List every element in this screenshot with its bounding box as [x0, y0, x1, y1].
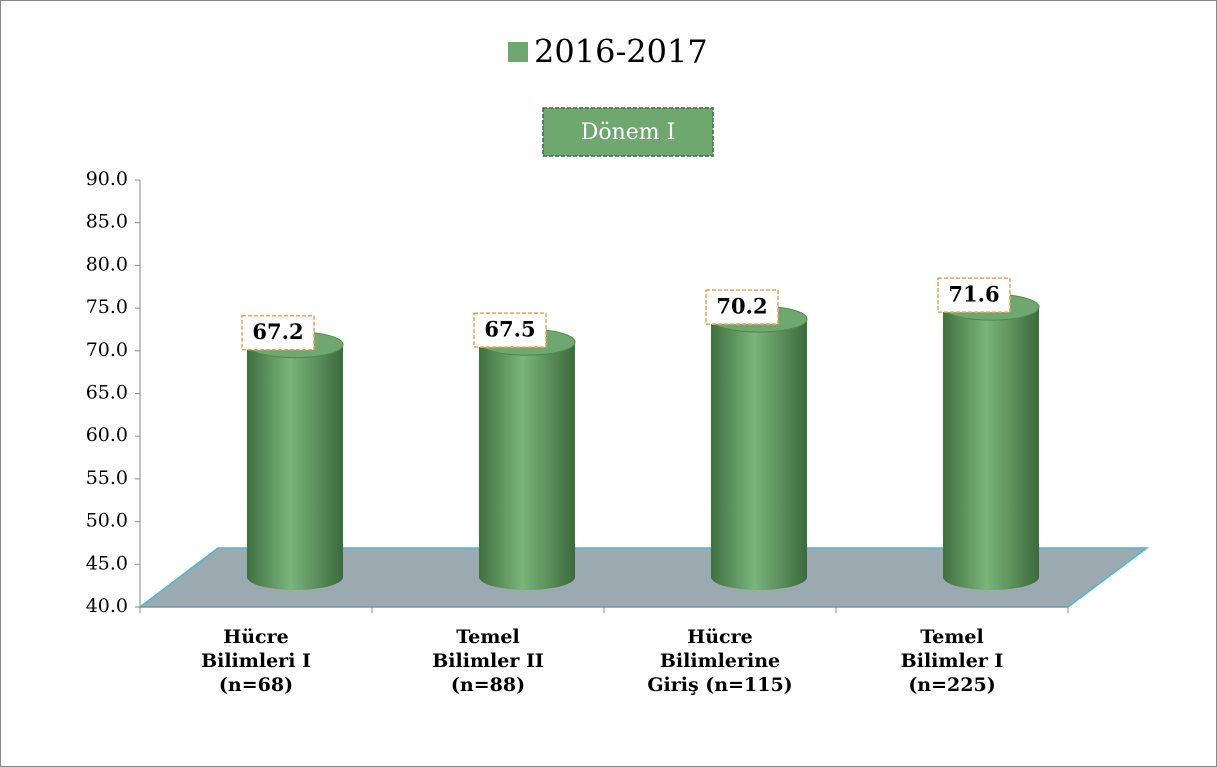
value-label-box: [937, 277, 1011, 313]
bar: [711, 319, 807, 577]
bar: [247, 344, 343, 577]
legend-label: 2016-2017: [534, 33, 708, 71]
bar: [479, 342, 575, 577]
y-tick-label: 85.0: [86, 211, 128, 233]
x-tick-label-box: Hücre Bilimlerine Giriş (n=115): [647, 626, 793, 696]
annotation: Dönem I: [581, 120, 676, 145]
y-tick-label: 70.0: [86, 339, 128, 361]
x-tick-label-box: Temel Bilimler I (n=225): [900, 626, 1004, 696]
x-tick-label: Temel Bilimler II (n=88): [432, 626, 544, 696]
y-tick-label: 75.0: [86, 296, 128, 318]
value-label: 71.6: [948, 282, 999, 307]
x-tick-label: Hücre Bilimleri I (n=68): [201, 626, 311, 696]
value-label: 70.2: [716, 294, 767, 319]
x-tick-label: Hücre Bilimlerine Giriş (n=115): [647, 626, 793, 696]
annotation-box: [542, 107, 714, 157]
y-tick-label: 90.0: [86, 168, 128, 190]
value-label: 67.5: [484, 317, 535, 342]
legend-swatch: [508, 42, 528, 62]
x-tick-label-box: Hücre Bilimleri I (n=68): [201, 626, 311, 696]
bar: [943, 307, 1039, 577]
bar-base: [711, 564, 807, 590]
bar-base: [247, 564, 343, 590]
y-tick-label: 60.0: [86, 424, 128, 446]
value-label-box: [241, 314, 315, 351]
y-tick-label: 65.0: [86, 382, 128, 404]
x-tick-label-box: Temel Bilimler II (n=88): [432, 626, 544, 696]
y-tick-label: 50.0: [86, 510, 128, 532]
y-tick-label: 40.0: [86, 595, 128, 617]
value-label-box: [705, 289, 779, 325]
x-tick-label: Temel Bilimler I (n=225): [900, 626, 1004, 696]
y-tick-label: 55.0: [86, 467, 128, 489]
y-tick-label: 45.0: [86, 552, 128, 574]
bar-base: [943, 564, 1039, 590]
bar-base: [479, 564, 575, 590]
value-label: 67.2: [252, 319, 303, 344]
y-tick-label: 80.0: [86, 253, 128, 275]
value-label-box: [473, 312, 547, 348]
